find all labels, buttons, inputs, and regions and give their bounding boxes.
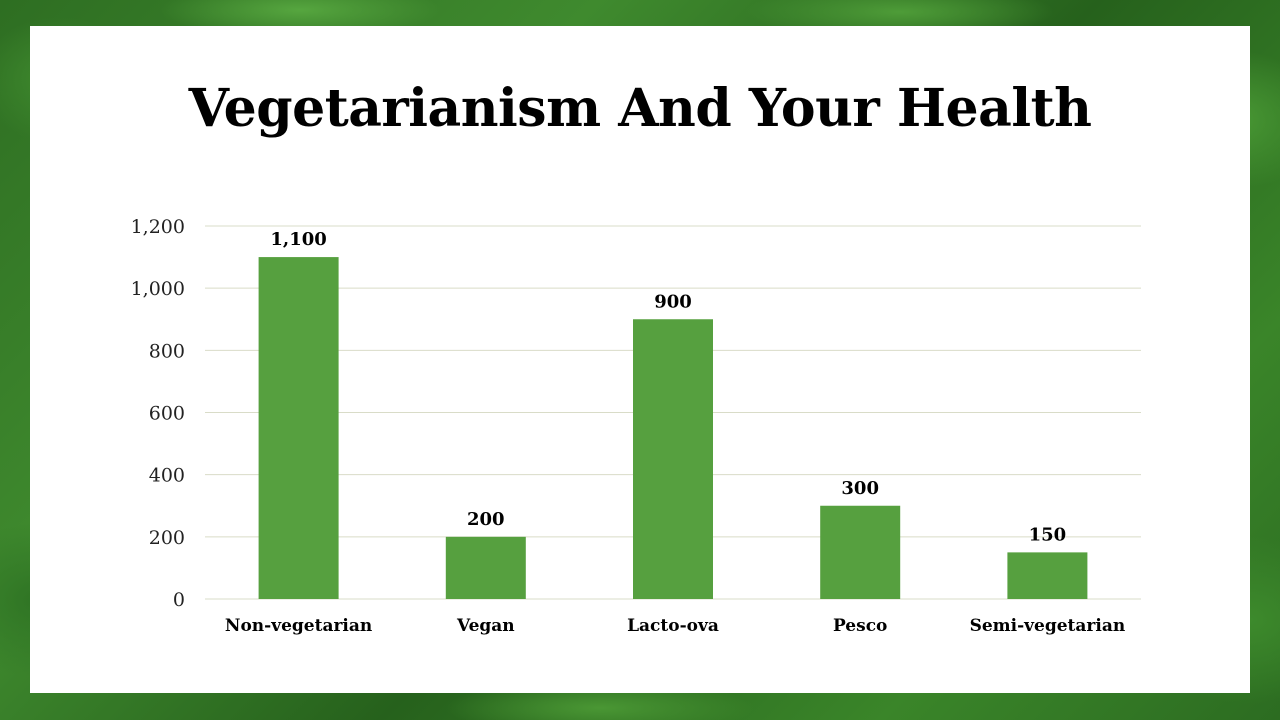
- y-tick-label: 400: [149, 465, 185, 487]
- data-label: 200: [467, 509, 505, 530]
- x-category-label: Lacto-ova: [627, 616, 719, 636]
- x-category-label: Vegan: [456, 616, 515, 636]
- bar: [633, 319, 713, 599]
- data-label: 150: [1029, 524, 1067, 545]
- y-tick-label: 1,000: [131, 278, 185, 300]
- bar: [1007, 552, 1088, 599]
- x-category-label: Non-vegetarian: [225, 616, 372, 636]
- bar: [820, 505, 901, 599]
- y-tick-label: 600: [149, 403, 185, 425]
- bar: [258, 257, 339, 599]
- data-label: 1,100: [270, 229, 326, 250]
- data-label: 300: [841, 478, 879, 499]
- x-category-label: Semi-vegetarian: [970, 616, 1126, 636]
- bar: [445, 536, 526, 599]
- y-tick-label: 1,200: [131, 216, 185, 238]
- data-label: 900: [654, 291, 692, 312]
- y-tick-label: 800: [149, 340, 185, 362]
- y-tick-label: 200: [149, 527, 185, 549]
- y-tick-label: 0: [173, 589, 185, 611]
- slide-title: Vegetarianism And Your Health: [188, 78, 1092, 139]
- x-category-label: Pesco: [833, 616, 887, 636]
